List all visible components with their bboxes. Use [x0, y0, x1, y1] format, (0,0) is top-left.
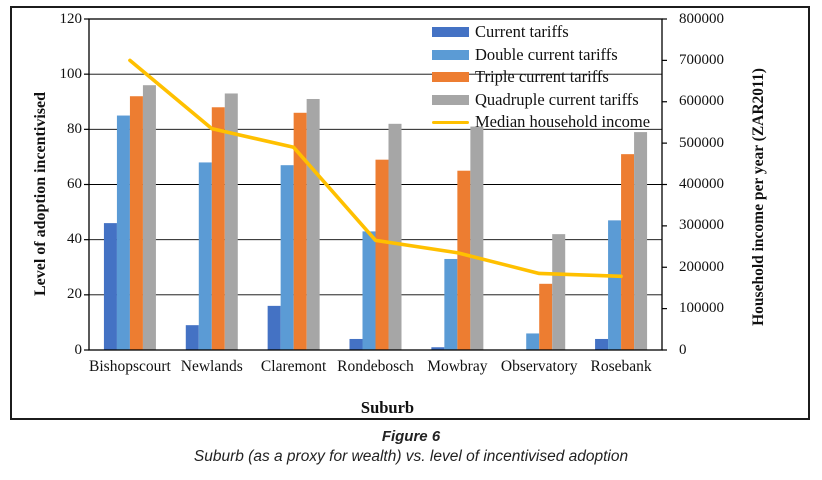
- bar-current-tariffs-mowbray: [431, 347, 445, 350]
- x-category-label-claremont: Claremont: [260, 358, 327, 375]
- right-tick-label: 100000: [679, 300, 724, 317]
- left-tick-label: 120: [59, 10, 83, 27]
- x-category-label-rondebosch: Rondebosch: [337, 358, 414, 375]
- legend-bar-swatch: [432, 49, 469, 60]
- legend-label: Triple current tariffs: [475, 67, 609, 87]
- x-category-label-mowbray: Mowbray: [427, 358, 488, 375]
- legend-item: Current tariffs: [432, 21, 650, 44]
- x-category-label-newlands: Newlands: [180, 358, 243, 375]
- right-axis-title: Household income per year (ZAR2011): [750, 68, 767, 326]
- figure-caption-title: Figure 6: [381, 428, 441, 445]
- bar-current-tariffs-bishopscourt: [103, 223, 117, 350]
- bar-double-current-tariffs-claremont: [280, 165, 294, 350]
- plot-area: [84, 18, 667, 351]
- legend-item: Double current tariffs: [432, 44, 650, 67]
- left-tick-label: 40: [67, 231, 82, 248]
- bar-quadruple-current-tariffs-observatory: [552, 234, 566, 350]
- left-tick-label: 60: [67, 176, 82, 192]
- legend-item: Triple current tariffs: [432, 66, 650, 89]
- right-tick-label: 300000: [679, 217, 724, 234]
- bar-double-current-tariffs-bishopscourt: [116, 115, 130, 351]
- x-category-label-observatory: Observatory: [500, 358, 578, 375]
- bar-quadruple-current-tariffs-newlands: [224, 93, 238, 350]
- legend-bar-swatch: [432, 72, 469, 83]
- right-tick-label: 600000: [679, 93, 724, 110]
- bar-triple-current-tariffs-claremont: [293, 112, 307, 351]
- bar-triple-current-tariffs-rondebosch: [375, 159, 389, 350]
- legend-line-swatch: [432, 120, 469, 124]
- bar-current-tariffs-rondebosch: [349, 338, 363, 350]
- bar-double-current-tariffs-mowbray: [444, 258, 458, 350]
- right-tick-label: 200000: [679, 258, 724, 275]
- bar-triple-current-tariffs-mowbray: [457, 170, 471, 350]
- legend-label: Current tariffs: [475, 22, 569, 42]
- bar-double-current-tariffs-observatory: [526, 333, 540, 350]
- bar-double-current-tariffs-rosebank: [608, 220, 622, 350]
- right-tick-label: 500000: [679, 134, 724, 151]
- bar-triple-current-tariffs-rosebank: [621, 154, 635, 350]
- bar-current-tariffs-rosebank: [595, 338, 609, 350]
- figure-caption-subtitle: Suburb (as a proxy for wealth) vs. level…: [193, 448, 629, 465]
- bar-current-tariffs-newlands: [185, 325, 199, 350]
- x-axis-title: Suburb: [360, 398, 415, 417]
- bar-quadruple-current-tariffs-rosebank: [634, 132, 648, 350]
- bar-double-current-tariffs-newlands: [198, 162, 212, 350]
- plot-border: [88, 18, 663, 351]
- bar-triple-current-tariffs-observatory: [539, 283, 553, 350]
- bar-quadruple-current-tariffs-mowbray: [470, 126, 484, 350]
- left-tick-label: 0: [74, 341, 83, 358]
- legend-bar-swatch: [432, 94, 469, 105]
- bar-quadruple-current-tariffs-claremont: [306, 98, 320, 350]
- bar-triple-current-tariffs-bishopscourt: [129, 96, 143, 350]
- x-category-label-rosebank: Rosebank: [590, 358, 652, 375]
- legend-label: Quadruple current tariffs: [475, 89, 639, 109]
- chart-legend: Current tariffs Double current tariffs Tri…: [432, 21, 650, 134]
- right-tick-label: 0: [679, 341, 687, 358]
- legend-label: Median household income: [475, 112, 651, 132]
- bar-quadruple-current-tariffs-rondebosch: [388, 123, 402, 350]
- figure-caption: Figure 6 Suburb (as a proxy for wealth) …: [0, 428, 822, 466]
- right-tick-label: 800000: [679, 10, 724, 27]
- legend-label: Double current tariffs: [475, 44, 618, 64]
- line-median-household-income: [128, 58, 623, 279]
- right-tick-label: 700000: [679, 51, 724, 68]
- bar-quadruple-current-tariffs-bishopscourt: [142, 85, 156, 350]
- bar-triple-current-tariffs-newlands: [211, 107, 225, 351]
- left-tick-label: 100: [59, 65, 83, 82]
- left-tick-label: 80: [67, 120, 82, 137]
- bar-double-current-tariffs-rondebosch: [362, 231, 376, 350]
- legend-item: Quadruple current tariffs: [432, 89, 650, 112]
- left-tick-label: 20: [67, 286, 82, 303]
- legend-item: Median household income: [432, 111, 650, 134]
- x-category-label-bishopscourt: Bishopscourt: [89, 358, 171, 375]
- right-tick-label: 400000: [679, 176, 724, 192]
- legend-bar-swatch: [432, 27, 469, 38]
- bar-current-tariffs-claremont: [267, 305, 281, 350]
